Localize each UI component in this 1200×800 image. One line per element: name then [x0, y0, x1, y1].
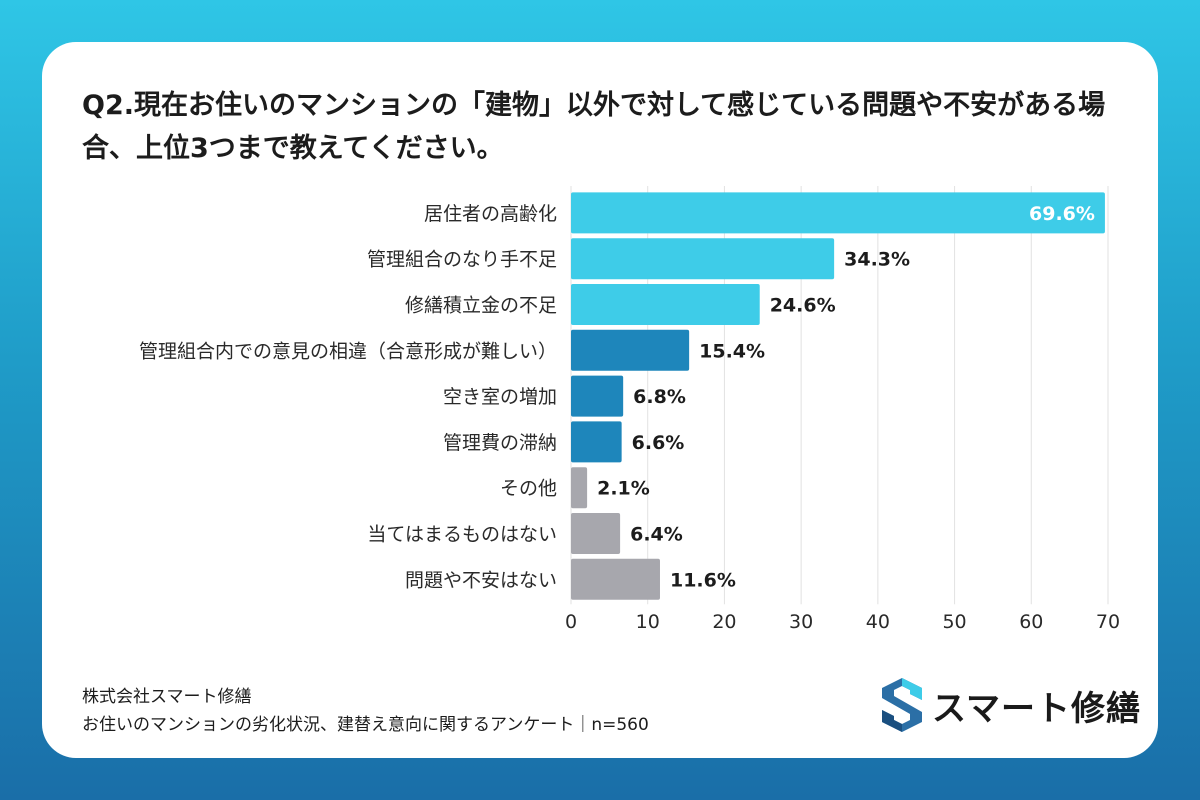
category-label: 修繕積立金の不足	[405, 295, 557, 317]
footer-company: 株式会社スマート修繕	[82, 687, 252, 707]
x-tick-label: 30	[789, 611, 813, 633]
bar	[571, 513, 621, 554]
category-label: 管理組合のなり手不足	[367, 249, 557, 271]
category-label: 管理組合内での意見の相違（合意形成が難しい）	[139, 340, 557, 362]
bar	[571, 421, 622, 463]
bar	[571, 238, 835, 280]
data-label: 11.6%	[670, 569, 736, 591]
data-label: 2.1%	[597, 478, 650, 500]
bar	[571, 375, 624, 417]
category-label: その他	[500, 478, 557, 500]
category-label: 居住者の高齢化	[424, 203, 557, 225]
data-label: 6.8%	[633, 386, 686, 408]
data-label: 6.4%	[630, 524, 683, 546]
data-label: 24.6%	[770, 295, 836, 317]
x-tick-label: 50	[942, 611, 966, 633]
bar	[571, 558, 660, 600]
category-label: 問題や不安はない	[405, 569, 557, 591]
data-label: 34.3%	[844, 249, 910, 271]
bar	[571, 192, 1105, 234]
category-label: 当てはまるものはない	[367, 524, 557, 546]
x-tick-label: 40	[866, 611, 890, 633]
chart-card: Q2.現在お住いのマンションの「建物」以外で対して感じている問題や不安がある場合…	[42, 42, 1158, 758]
data-label: 69.6%	[1029, 203, 1095, 225]
data-label: 15.4%	[699, 340, 765, 362]
logo-text: スマート修繕	[932, 688, 1141, 729]
bar	[571, 284, 760, 325]
category-label: 空き室の増加	[443, 386, 557, 408]
x-tick-label: 0	[565, 611, 577, 633]
x-tick-label: 10	[636, 611, 660, 633]
brand-logo: スマート修繕	[882, 678, 1141, 732]
bar	[571, 329, 690, 371]
chart-title: Q2.現在お住いのマンションの「建物」以外で対して感じている問題や不安がある場合…	[82, 90, 1106, 164]
x-tick-label: 70	[1096, 611, 1120, 633]
s-logo-icon	[882, 678, 922, 732]
category-label: 管理費の滞納	[443, 432, 557, 454]
x-tick-label: 60	[1019, 611, 1043, 633]
bar	[571, 467, 588, 509]
footer-note: お住いのマンションの劣化状況、建替え意向に関するアンケート｜n=560	[82, 715, 649, 735]
x-tick-label: 20	[712, 611, 736, 633]
data-label: 6.6%	[632, 432, 685, 454]
